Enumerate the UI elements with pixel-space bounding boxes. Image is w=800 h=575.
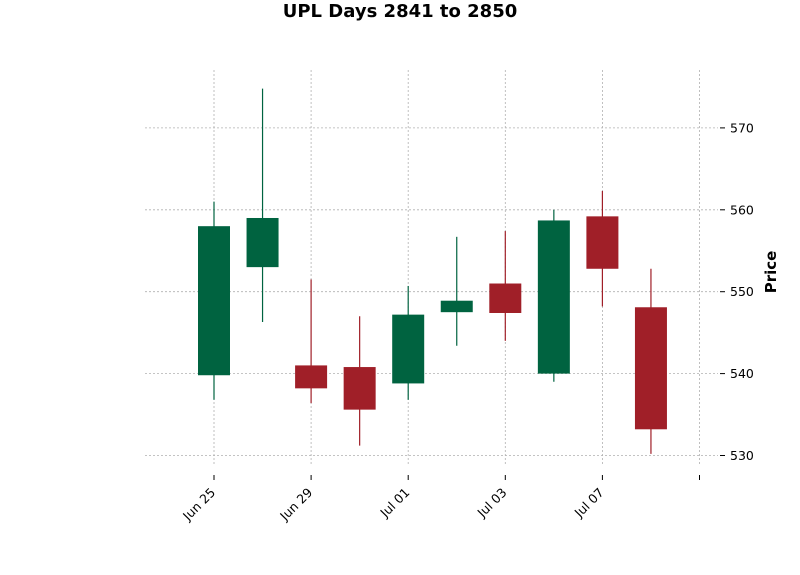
x-tick-label: Jul 03: [474, 485, 510, 521]
y-tick-label: 540: [730, 366, 754, 381]
y-tick-label: 570: [730, 120, 754, 135]
grid-layer: [145, 70, 718, 465]
y-tick-label: 550: [730, 284, 754, 299]
x-tick-label: Jul 01: [376, 485, 412, 521]
y-tick-label: 530: [730, 448, 754, 463]
candle-body: [634, 307, 667, 430]
candle-body: [586, 216, 619, 269]
candle-body: [198, 226, 230, 376]
candle-body: [246, 217, 279, 268]
candle-layer: [198, 88, 667, 454]
axis-layer: 530 540 550 560 570 Jun 25 Jun 29 Jul 01 Jul 03 J…: [179, 120, 754, 523]
candle-body: [537, 220, 570, 374]
candle-body: [489, 283, 522, 313]
y-axis-label: Price: [762, 251, 780, 294]
x-tick-label: Jun 29: [276, 485, 315, 524]
candle-body: [295, 365, 328, 389]
x-tick-label: Jun 25: [179, 485, 218, 524]
y-tick-label: 560: [730, 202, 754, 217]
x-tick-label: Jul 07: [571, 485, 607, 521]
candle-body: [440, 300, 473, 313]
chart-title: UPL Days 2841 to 2850: [283, 1, 518, 22]
candle-body: [392, 314, 425, 384]
candle-body: [343, 367, 376, 410]
